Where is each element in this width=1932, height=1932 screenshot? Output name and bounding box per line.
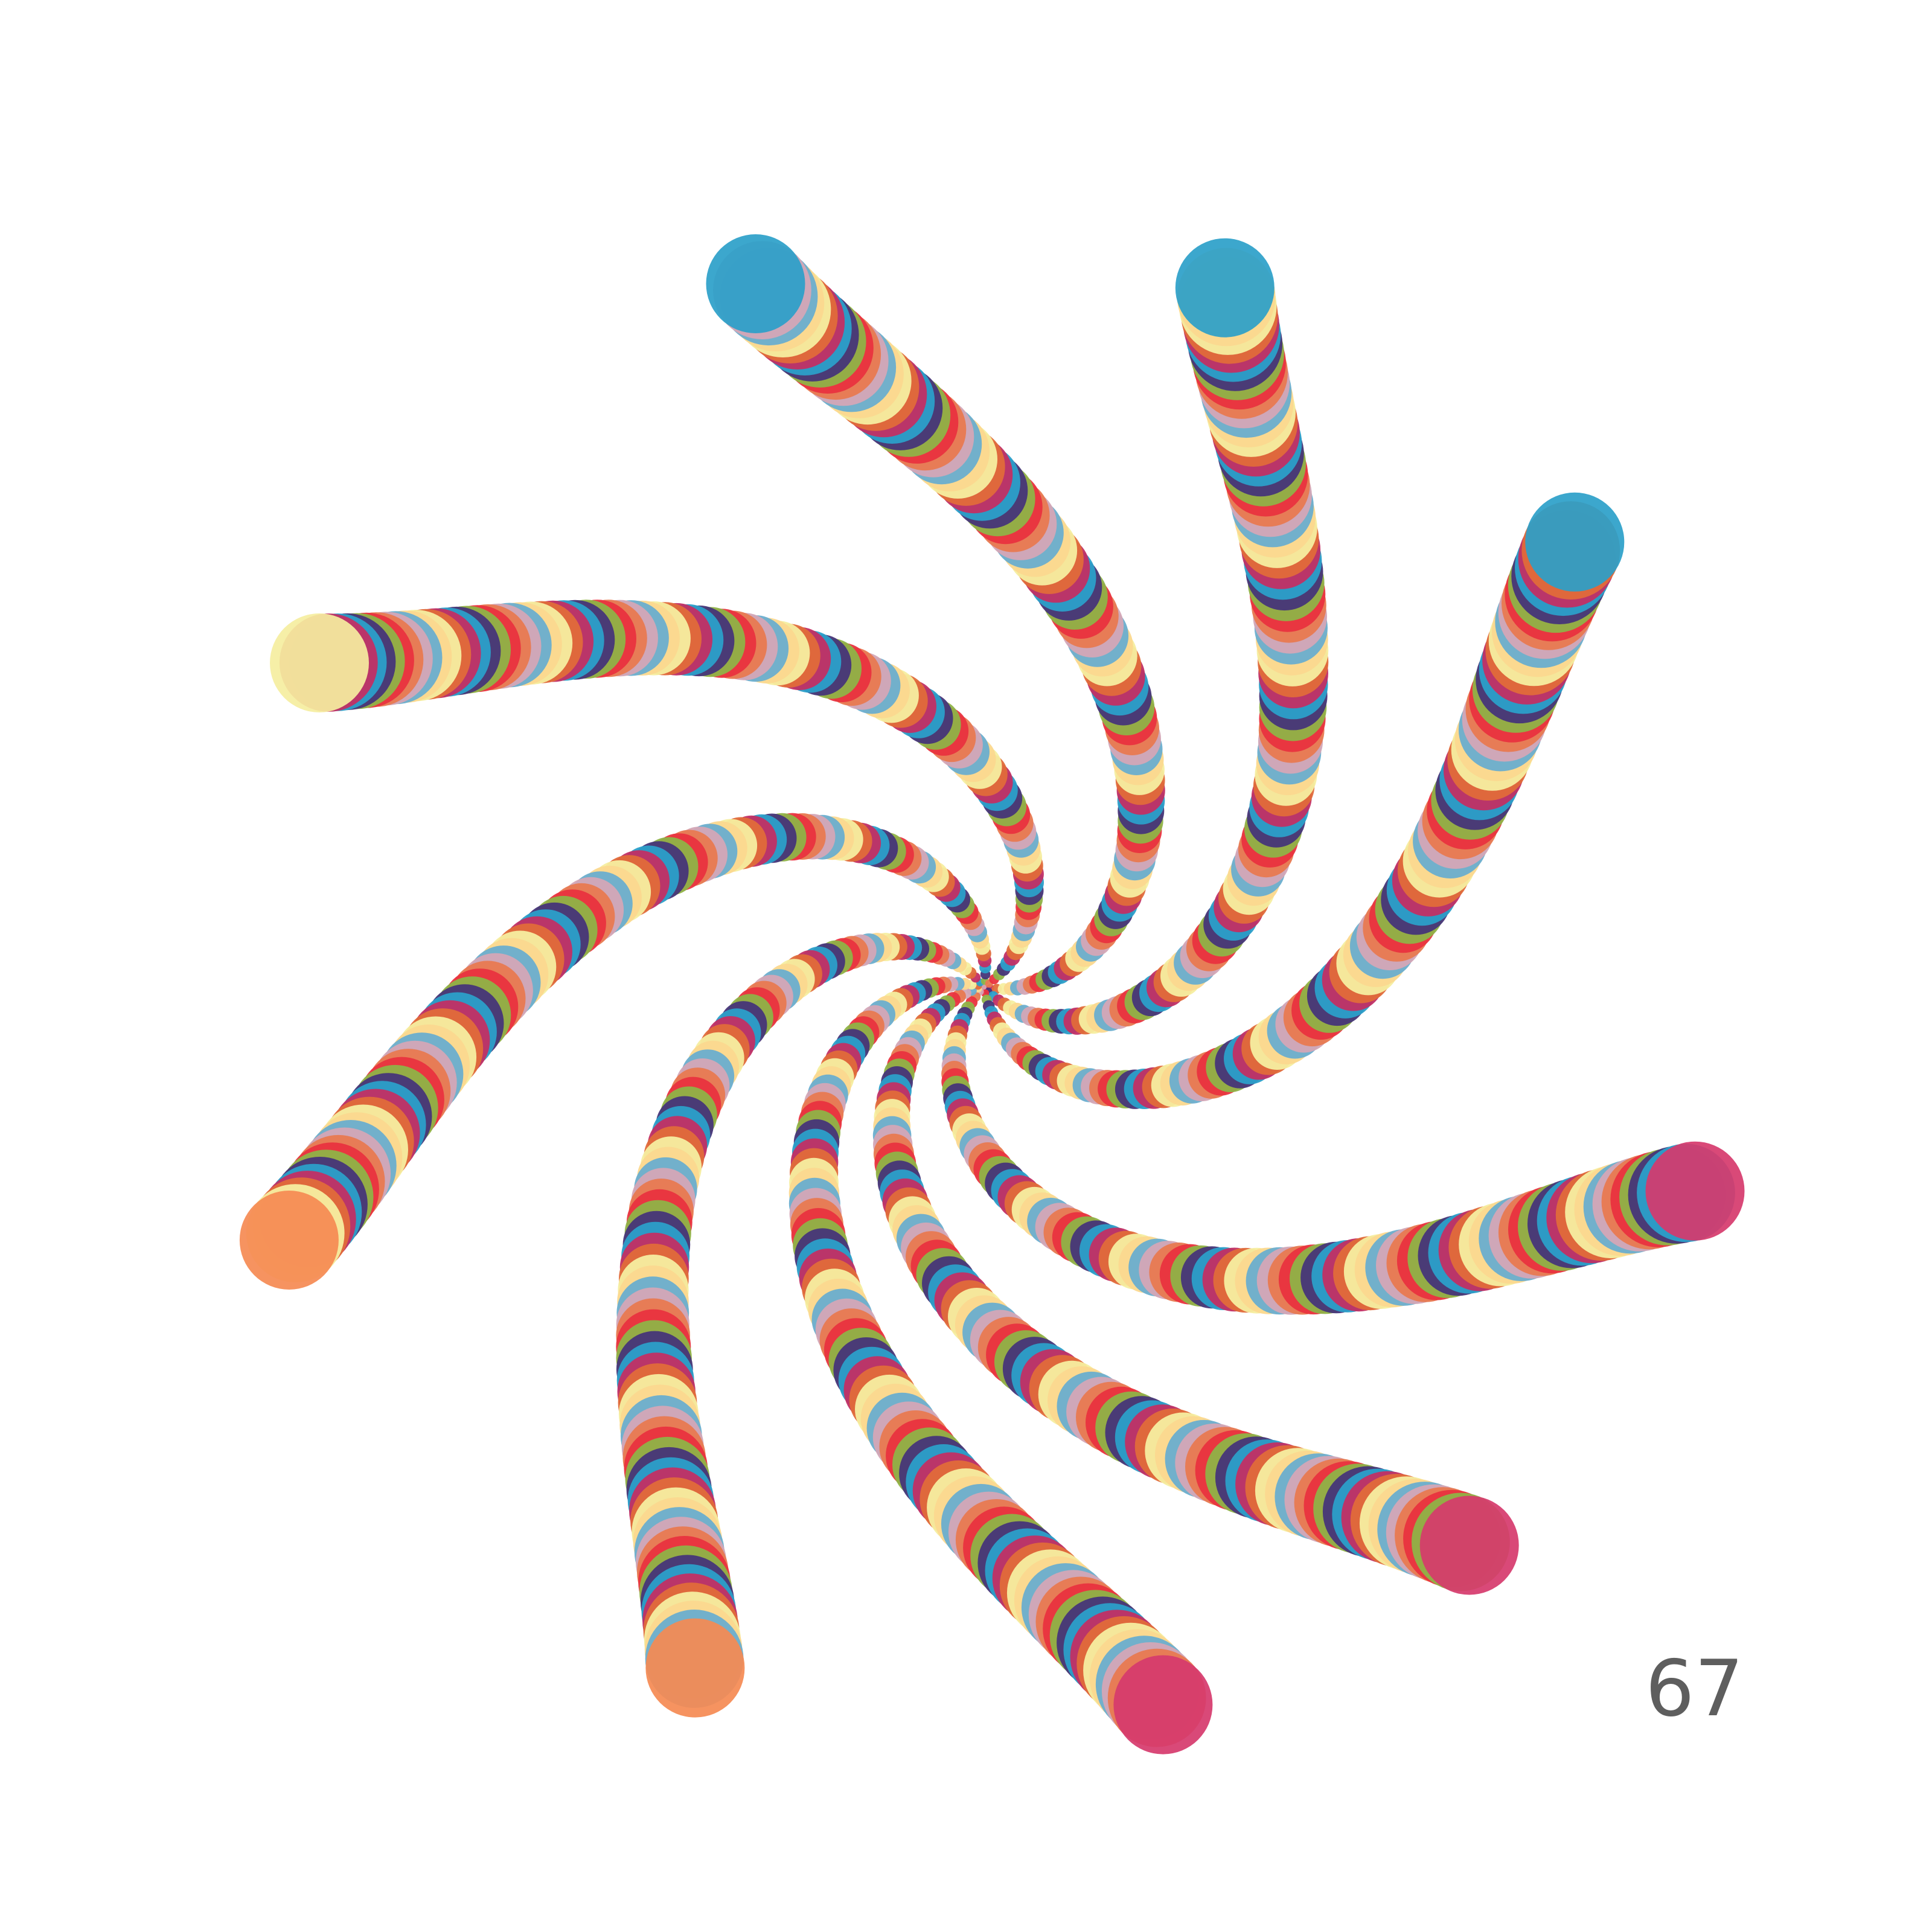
spiral-dot xyxy=(1419,1495,1519,1595)
spiral-dot xyxy=(1645,1141,1745,1241)
spiral-arm-5 xyxy=(872,984,1519,1595)
spiral-dot xyxy=(270,613,369,712)
spiral-arm-6 xyxy=(788,976,1213,1754)
spiral-dot xyxy=(982,985,987,990)
spiral-arm-1 xyxy=(706,234,1165,996)
spiral-dot xyxy=(1525,492,1625,592)
page-number: 67 xyxy=(1645,1644,1744,1734)
spiral-arm-7 xyxy=(616,933,987,1718)
spiral-dot xyxy=(645,1618,745,1718)
spiral-arm-4 xyxy=(941,985,1745,1315)
spiral-arm-9 xyxy=(270,600,1044,990)
spiral-dot xyxy=(1175,238,1275,337)
spiral-arm-2 xyxy=(982,238,1329,1035)
spiral-dot xyxy=(706,234,805,333)
spiral-dot xyxy=(1113,1655,1213,1754)
spiral-dot xyxy=(239,1191,339,1290)
spiral-arm-3 xyxy=(981,492,1625,1109)
spiral-arm-8 xyxy=(239,813,992,1290)
